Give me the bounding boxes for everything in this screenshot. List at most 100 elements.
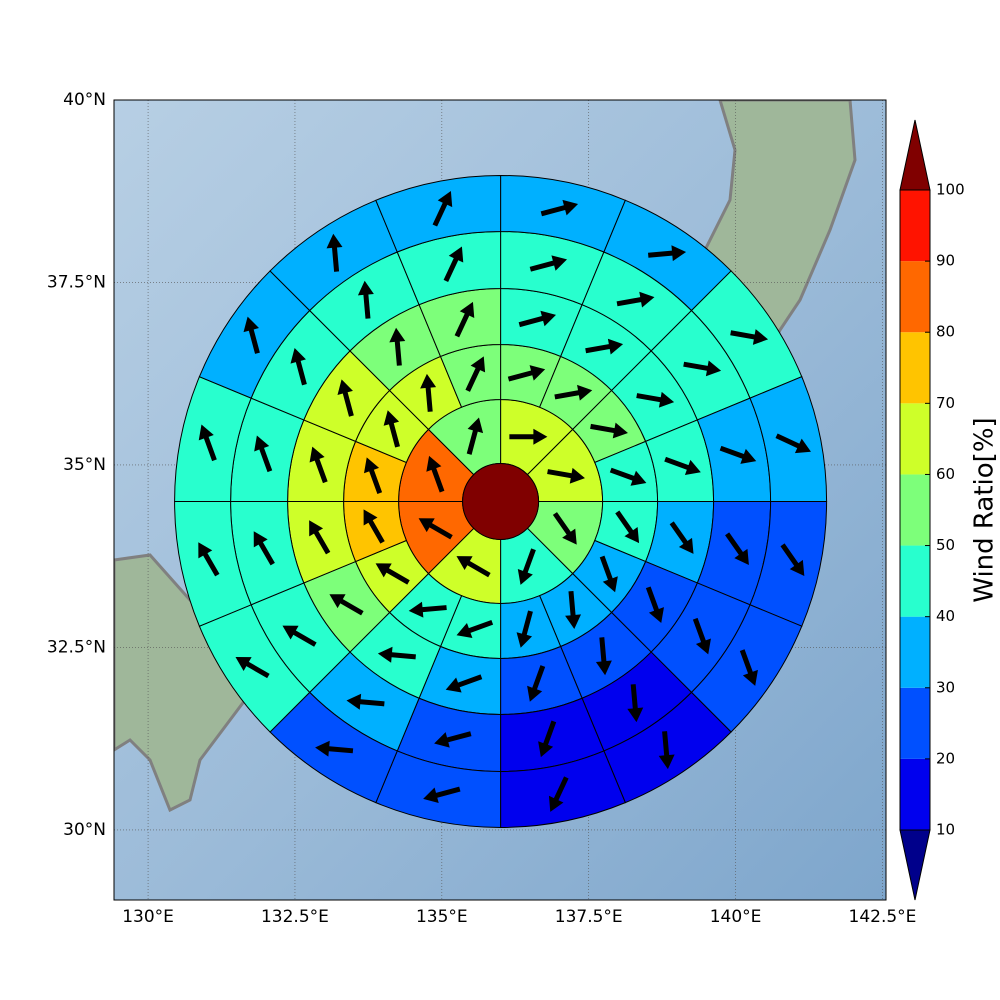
wind-arrow — [418, 518, 453, 540]
y-tick-label: 40°N — [63, 90, 106, 110]
wind-arrow — [507, 365, 546, 382]
colorbar: 10 20 30 40 50 60 70 80 90 100 — [899, 119, 965, 901]
y-tick-label: 37.5°N — [47, 272, 106, 292]
wind-arrow — [357, 280, 374, 319]
wind-arrow — [309, 446, 328, 484]
wind-arrow — [647, 245, 687, 262]
wind-arrow — [315, 740, 354, 757]
colorbar-tick-label: 60 — [936, 465, 955, 483]
polar-grid — [174, 174, 828, 828]
wind-arrow — [645, 586, 664, 624]
colorbar-tick-label: 50 — [936, 536, 955, 554]
colorbar-bin — [900, 545, 930, 617]
wind-arrow — [465, 356, 486, 392]
wind-arrow — [615, 510, 640, 544]
wind-arrow — [198, 424, 217, 462]
colorbar-frame — [899, 189, 931, 831]
colorbar-bin — [900, 616, 930, 688]
colorbar-under — [899, 829, 931, 901]
y-tick-label: 30°N — [63, 820, 106, 840]
wind-arrow — [658, 731, 675, 770]
wind-arrow — [595, 637, 612, 676]
wind-arrow — [254, 435, 273, 473]
center-circle — [462, 462, 540, 540]
x-tick-label: 137.5°E — [555, 907, 623, 927]
wind-arrow — [627, 684, 644, 723]
x-tick-label: 135°E — [416, 907, 468, 927]
colorbar-bin — [900, 190, 930, 262]
wind-arrow — [719, 445, 757, 464]
colorbar-bin — [900, 474, 930, 546]
wind-arrow — [548, 776, 569, 812]
colorbar-over — [899, 119, 931, 191]
wind-arrow — [590, 422, 628, 439]
x-tick-label: 142.5°E — [849, 907, 917, 927]
y-tick-label: 35°N — [63, 455, 106, 475]
wind-arrow — [346, 693, 385, 710]
wind-arrow — [337, 379, 354, 417]
wind-arrow — [554, 384, 593, 401]
wind-arrow — [420, 373, 437, 412]
wind-arrow — [725, 532, 749, 565]
colorbar-tick-label: 90 — [936, 252, 955, 270]
wind-arrow — [540, 199, 579, 217]
wind-arrow — [547, 467, 585, 484]
colorbar-label: Wind Ratio[%] — [970, 417, 1000, 602]
wind-arrow — [454, 301, 475, 338]
wind-arrow — [235, 657, 270, 679]
wind-arrow — [326, 233, 343, 272]
wind-arrow — [434, 731, 472, 748]
wind-arrow — [198, 542, 220, 577]
colorbar-tick-label: 80 — [936, 323, 955, 341]
wind-arrow — [329, 594, 364, 616]
wind-arrow — [509, 428, 548, 445]
wind-arrow — [383, 410, 400, 448]
wind-arrow — [456, 556, 491, 578]
wind-arrow — [253, 531, 275, 566]
wind-arrow — [443, 246, 464, 282]
wind-arrow — [375, 563, 410, 585]
wind-arrow — [730, 329, 769, 345]
colorbar-tick-label: 100 — [936, 181, 965, 199]
wind-arrow — [538, 720, 557, 758]
wind-arrow — [426, 455, 445, 493]
wind-arrow — [775, 433, 811, 454]
wind-arrow — [456, 619, 494, 639]
wind-arrow — [692, 617, 711, 655]
wind-arrow — [363, 509, 385, 544]
wind-arrow — [636, 391, 675, 408]
wind-arrow — [669, 521, 694, 554]
wind-arrow — [408, 601, 447, 618]
colorbar-tick-label: 10 — [936, 821, 955, 839]
wind-arrow — [432, 191, 453, 227]
colorbar-bin — [900, 332, 930, 404]
wind-arrow — [364, 457, 383, 494]
wind-arrow — [565, 590, 582, 630]
wind-arrow — [389, 327, 406, 366]
wind-arrow — [552, 512, 577, 545]
wind-arrow — [585, 338, 624, 355]
wind-arrow — [609, 467, 647, 486]
plot-frame — [113, 99, 887, 901]
wind-arrow — [518, 310, 556, 328]
wind-arrow — [290, 347, 307, 386]
axes: 130°E 132.5°E 135°E 137.5°E 140°E 142.5°E 30°N… — [47, 90, 917, 927]
colorbar-bin — [900, 687, 930, 759]
wind-arrow — [517, 548, 536, 585]
y-tick-label: 32.5°N — [47, 637, 106, 657]
wind-arrow — [616, 291, 655, 308]
wind-arrow — [309, 520, 331, 555]
wind-arrow — [423, 786, 461, 804]
wind-arrow — [377, 646, 416, 663]
colorbar-tick-label: 70 — [936, 394, 955, 412]
wind-arrow — [282, 625, 317, 647]
colorbar-tick-label: 40 — [936, 607, 955, 625]
wind-arrow — [599, 555, 618, 593]
colorbar-tick-label: 20 — [936, 749, 955, 767]
colorbar-tick-label: 30 — [936, 678, 955, 696]
x-tick-label: 132.5°E — [261, 907, 329, 927]
wind-arrow — [243, 316, 260, 354]
wind-arrow — [664, 456, 701, 475]
x-tick-label: 130°E — [122, 907, 174, 927]
